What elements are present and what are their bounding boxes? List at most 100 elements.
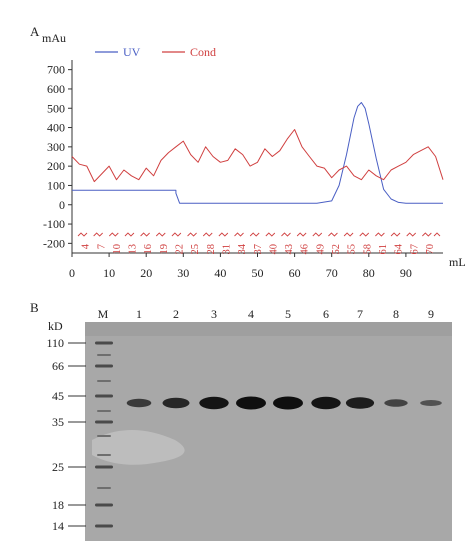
- fraction-label: 34: [237, 243, 248, 254]
- fraction-label: 55: [347, 244, 358, 255]
- fraction-tick-mark: [249, 232, 260, 237]
- y-tick-label: 100: [47, 178, 65, 192]
- x-tick-label: 40: [214, 266, 226, 280]
- sample-band: [126, 398, 152, 408]
- lane-label: 5: [285, 307, 291, 321]
- panel-a-label: A: [30, 24, 40, 39]
- x-tick-label: 90: [400, 266, 412, 280]
- marker-kd-label: 18: [52, 498, 64, 512]
- lane-label: 6: [323, 307, 329, 321]
- fraction-label: 22: [175, 244, 186, 255]
- fraction-tick-mark: [328, 232, 338, 237]
- fraction-tick-mark: [433, 232, 441, 237]
- fraction-tick-mark: [234, 232, 244, 237]
- sample-band: [345, 397, 375, 409]
- lane-label: 7: [357, 307, 363, 321]
- x-tick-label: 70: [326, 266, 338, 280]
- lane-label: 9: [428, 307, 434, 321]
- sample-band: [162, 397, 190, 409]
- fraction-label: 4: [81, 243, 92, 249]
- fraction-label: 67: [409, 244, 420, 255]
- ladder-band: [97, 487, 111, 489]
- fraction-label: 40: [268, 244, 279, 255]
- fraction-label: 13: [128, 244, 139, 255]
- fraction-tick-mark: [375, 232, 385, 237]
- lane-label: M: [98, 307, 109, 321]
- legend-uv-label: UV: [123, 45, 141, 59]
- marker-kd-label: 66: [52, 359, 64, 373]
- ladder-band: [97, 410, 111, 412]
- sample-band: [420, 400, 442, 406]
- y-tick-group: -200 -100 0 100 200 300 400 500 600 700: [43, 63, 72, 250]
- fraction-marker-row: 4 7 10 13 16 19 22 25 28 31 34 37 40 43 46 49 52 55 58 61 64…: [77, 232, 441, 255]
- fraction-tick-mark: [155, 232, 166, 237]
- fraction-label: 31: [221, 244, 232, 255]
- chart-legend: UV Cond: [95, 45, 216, 59]
- fraction-tick-mark: [124, 232, 135, 237]
- fraction-tick-mark: [359, 232, 370, 237]
- marker-kd-label: 35: [52, 415, 64, 429]
- lane-label-row: M 1 2 3 4 5 6 7 8 9: [98, 307, 434, 321]
- fraction-tick-mark: [140, 232, 150, 237]
- fraction-label: 7: [96, 244, 107, 249]
- y-unit-label: mAu: [42, 31, 66, 45]
- fraction-label: 61: [378, 244, 389, 255]
- ladder-band: [95, 524, 113, 528]
- x-tick-label: 0: [69, 266, 75, 280]
- legend-cond-label: Cond: [190, 45, 216, 59]
- x-tick-label: 20: [140, 266, 152, 280]
- panel-b-label: B: [30, 300, 39, 315]
- fraction-label: 19: [159, 244, 170, 255]
- marker-kd-label: 110: [46, 336, 64, 350]
- y-tick-label: 300: [47, 140, 65, 154]
- fraction-label: 25: [190, 244, 201, 255]
- y-tick-label: 200: [47, 159, 65, 173]
- y-tick-label: -200: [43, 236, 65, 250]
- fraction-label: 16: [143, 244, 154, 255]
- fraction-label: 37: [253, 244, 264, 255]
- ladder-band: [95, 465, 113, 469]
- ladder-band: [95, 364, 113, 368]
- ladder-band: [97, 454, 111, 456]
- x-tick-label: 60: [289, 266, 301, 280]
- marker-ladder: [95, 341, 113, 528]
- fraction-tick-mark: [171, 232, 182, 237]
- fraction-label: 49: [315, 244, 326, 255]
- series-line-cond: [71, 129, 444, 183]
- y-tick-label: 700: [47, 63, 65, 77]
- sample-band: [384, 399, 408, 407]
- marker-label-column: 110 66 45 35 25 18 14: [46, 336, 86, 533]
- ladder-band: [95, 503, 113, 507]
- x-tick-group: 0 10 20 30 40 50 60 70 80 90: [69, 253, 412, 280]
- y-tick-label: 0: [59, 198, 65, 212]
- ladder-band: [97, 380, 111, 382]
- fraction-label: 64: [394, 243, 405, 254]
- series-group: [71, 102, 444, 204]
- fraction-tick-mark: [296, 232, 307, 237]
- fraction-tick-mark: [202, 232, 213, 237]
- lane-label: 8: [393, 307, 399, 321]
- fraction-tick-mark: [422, 232, 432, 237]
- y-tick-label: 500: [47, 101, 65, 115]
- fraction-label: 46: [300, 244, 311, 255]
- series-line-uv: [72, 102, 443, 204]
- fraction-tick-mark: [218, 232, 229, 237]
- marker-kd-label: 14: [52, 519, 64, 533]
- marker-kd-label: 45: [52, 389, 64, 403]
- y-tick-label: 600: [47, 82, 65, 96]
- ladder-band: [95, 341, 113, 345]
- fraction-tick-mark: [390, 232, 401, 237]
- marker-kd-label: 25: [52, 460, 64, 474]
- sample-band: [199, 396, 229, 410]
- fraction-tick-mark: [265, 232, 276, 237]
- sample-band: [236, 396, 266, 410]
- fraction-label: 28: [206, 244, 217, 255]
- sample-band: [273, 396, 303, 410]
- panel-a: A mAu UV Cond -200-100010020030040050060…: [30, 24, 466, 280]
- lane-label: 4: [248, 307, 254, 321]
- gel-smear: [92, 430, 185, 465]
- fraction-tick-mark: [108, 232, 119, 237]
- sample-band-group: [126, 396, 442, 410]
- fraction-label: 70: [425, 244, 436, 255]
